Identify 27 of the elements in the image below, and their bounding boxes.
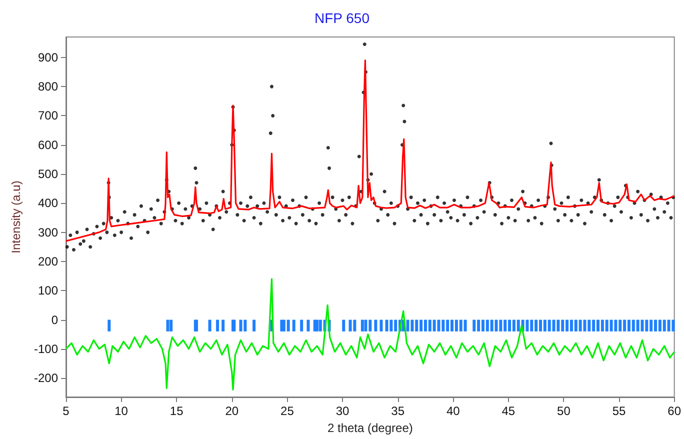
x-tick-label: 5 xyxy=(62,404,70,418)
y-tick-label: 200 xyxy=(38,254,58,268)
x-tick-label: 60 xyxy=(668,404,682,418)
y-tick-label: 400 xyxy=(38,196,58,210)
x-tick-label: 55 xyxy=(612,404,626,418)
x-tick-label: 40 xyxy=(446,404,460,418)
y-tick-label: 0 xyxy=(51,312,58,327)
y-tick-label: 900 xyxy=(38,50,58,64)
x-tick-label: 50 xyxy=(557,404,571,418)
y-tick-label: 100 xyxy=(38,284,58,298)
x-tick-label: 35 xyxy=(391,404,405,418)
y-tick-label: 600 xyxy=(38,138,58,152)
chart-title: NFP 650 xyxy=(314,10,370,26)
x-axis-title: 2 theta (degree) xyxy=(327,420,413,435)
y-tick-label: 800 xyxy=(38,80,58,94)
y-tick-label: 700 xyxy=(38,108,58,123)
y-tick-label: 300 xyxy=(38,225,58,240)
x-tick-label: 20 xyxy=(225,404,239,418)
x-tick-label: 10 xyxy=(114,404,128,418)
x-tick-label: 25 xyxy=(280,404,294,418)
x-tick-label: 30 xyxy=(336,404,350,418)
x-tick-label: 15 xyxy=(170,404,184,418)
y-tick-label: -100 xyxy=(34,342,58,356)
y-tick-label: -200 xyxy=(34,371,58,386)
y-axis-title: Intensity (a.u) xyxy=(9,180,23,254)
y-tick-label: 500 xyxy=(38,167,58,182)
x-tick-label: 45 xyxy=(502,404,516,418)
